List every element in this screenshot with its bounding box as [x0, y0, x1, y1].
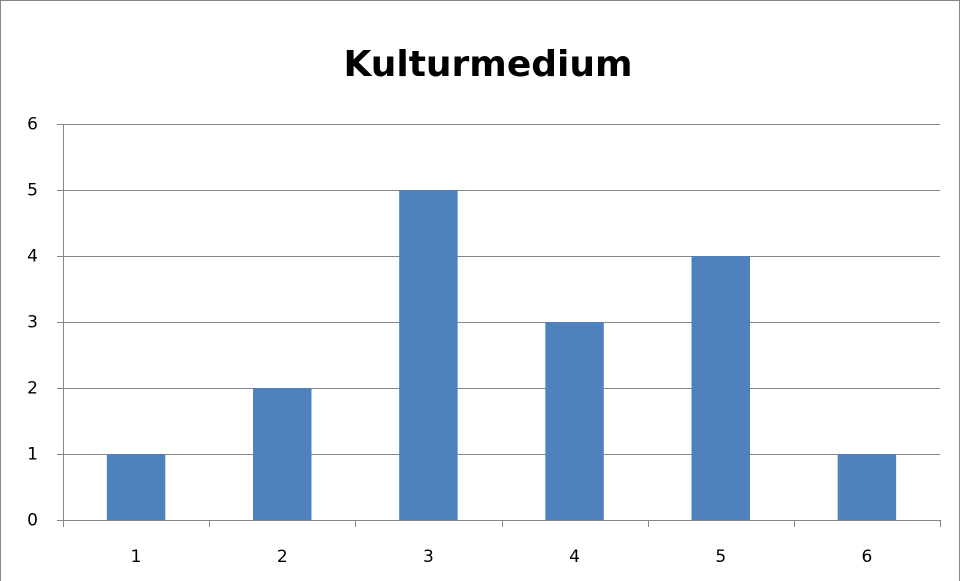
- x-tick-label: 3: [423, 547, 434, 567]
- x-tick-label: 4: [569, 547, 580, 567]
- bar: [106, 454, 166, 520]
- y-tick-label: 6: [27, 115, 38, 135]
- y-tick-label: 0: [27, 511, 38, 531]
- bar: [691, 256, 750, 520]
- chart-title: Kulturmedium: [343, 44, 632, 85]
- bar: [545, 322, 604, 520]
- bar: [399, 190, 458, 520]
- y-tick-label: 4: [27, 247, 38, 267]
- x-tick-label: 2: [277, 547, 288, 567]
- y-tick-label: 2: [27, 379, 38, 399]
- y-tick-label: 5: [27, 181, 38, 201]
- x-tick-label: 1: [131, 547, 142, 567]
- x-tick-label: 5: [715, 547, 726, 567]
- bar: [253, 388, 312, 520]
- x-tick-label: 6: [862, 547, 873, 567]
- y-tick-label: 3: [27, 313, 38, 333]
- bar: [837, 454, 897, 520]
- y-tick-label: 1: [27, 445, 38, 465]
